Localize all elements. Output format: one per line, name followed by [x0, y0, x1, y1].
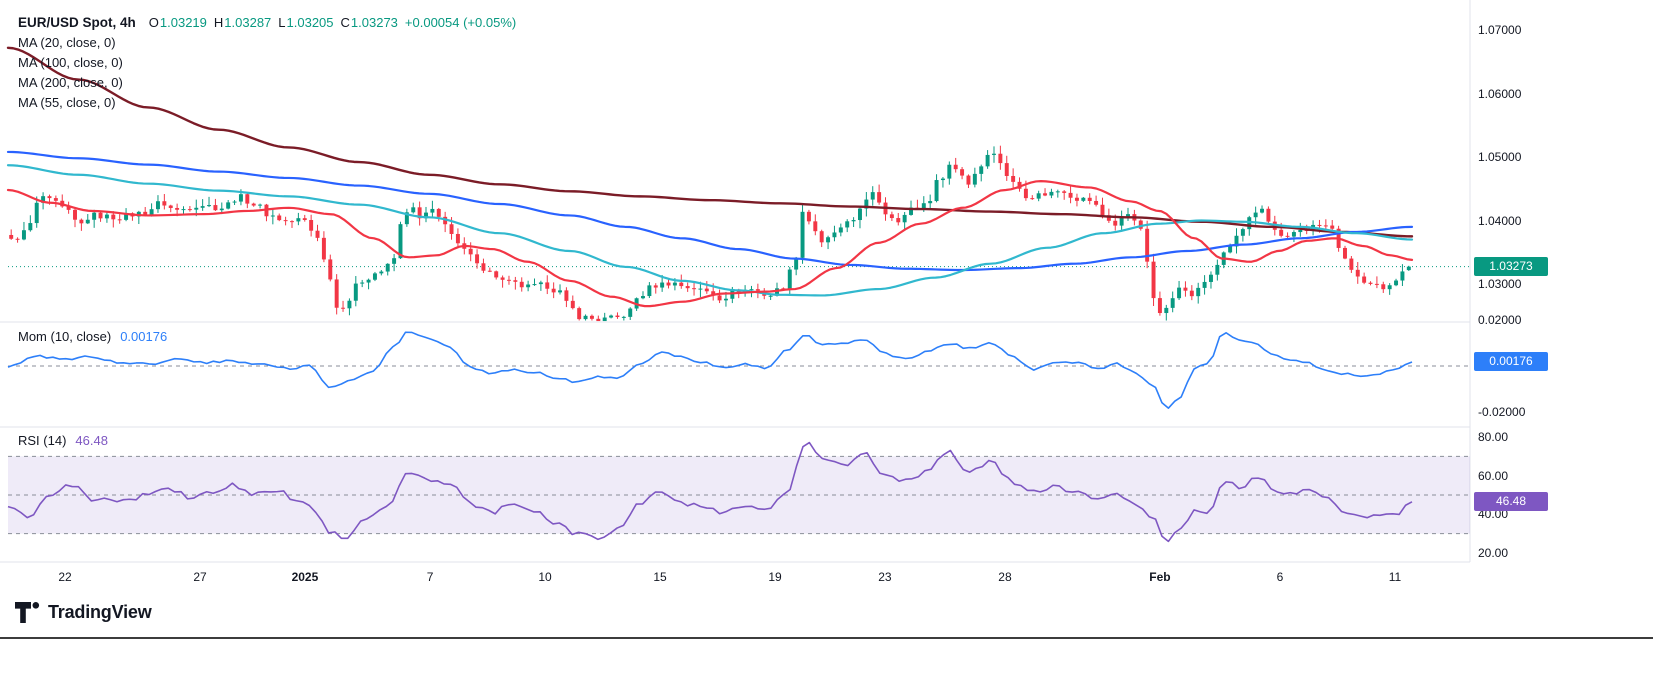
symbol-title: EUR/USD Spot, 4h	[18, 15, 136, 30]
momentum-value: 0.00176	[120, 329, 168, 344]
ohlc-change: +0.00054 (+0.05%)	[404, 15, 517, 30]
rsi-label: RSI (14)	[18, 433, 67, 448]
bottom-divider	[0, 637, 1653, 639]
ohlc-low-label: L	[278, 15, 286, 30]
rsi-badge: 46.48	[1474, 491, 1548, 511]
ohlc-high-label: H	[213, 15, 224, 30]
ma100-legend[interactable]: MA (100, close, 0)	[18, 55, 123, 70]
ohlc-close-value: 1.03273	[350, 15, 398, 30]
momentum-legend[interactable]: Mom (10, close) 0.00176	[18, 329, 167, 344]
ma200-legend[interactable]: MA (200, close, 0)	[18, 75, 123, 90]
rsi-value: 46.48	[75, 433, 108, 448]
price-badge: 1.03273	[1474, 256, 1548, 276]
tradingview-brand-text: TradingView	[48, 602, 152, 622]
rsi-legend[interactable]: RSI (14) 46.48	[18, 433, 108, 448]
ohlc-close-label: C	[340, 15, 350, 30]
ohlc-open-label: O	[148, 15, 159, 30]
symbol-legend-row[interactable]: EUR/USD Spot, 4h O1.03219 H1.03287 L1.03205…	[18, 13, 516, 33]
price-pane-legend: EUR/USD Spot, 4h O1.03219 H1.03287 L1.03205…	[18, 13, 516, 113]
ohlc-open-value: 1.03219	[159, 15, 207, 30]
momentum-badge: 0.00176	[1474, 351, 1548, 371]
momentum-label: Mom (10, close)	[18, 329, 112, 344]
ohlc-low-value: 1.03205	[286, 15, 334, 30]
ma20-legend[interactable]: MA (20, close, 0)	[18, 35, 116, 50]
ohlc-high-value: 1.03287	[224, 15, 272, 30]
tradingview-logo-icon	[15, 602, 40, 623]
ma55-legend[interactable]: MA (55, close, 0)	[18, 95, 116, 110]
tradingview-attribution[interactable]: TradingView	[14, 600, 152, 625]
